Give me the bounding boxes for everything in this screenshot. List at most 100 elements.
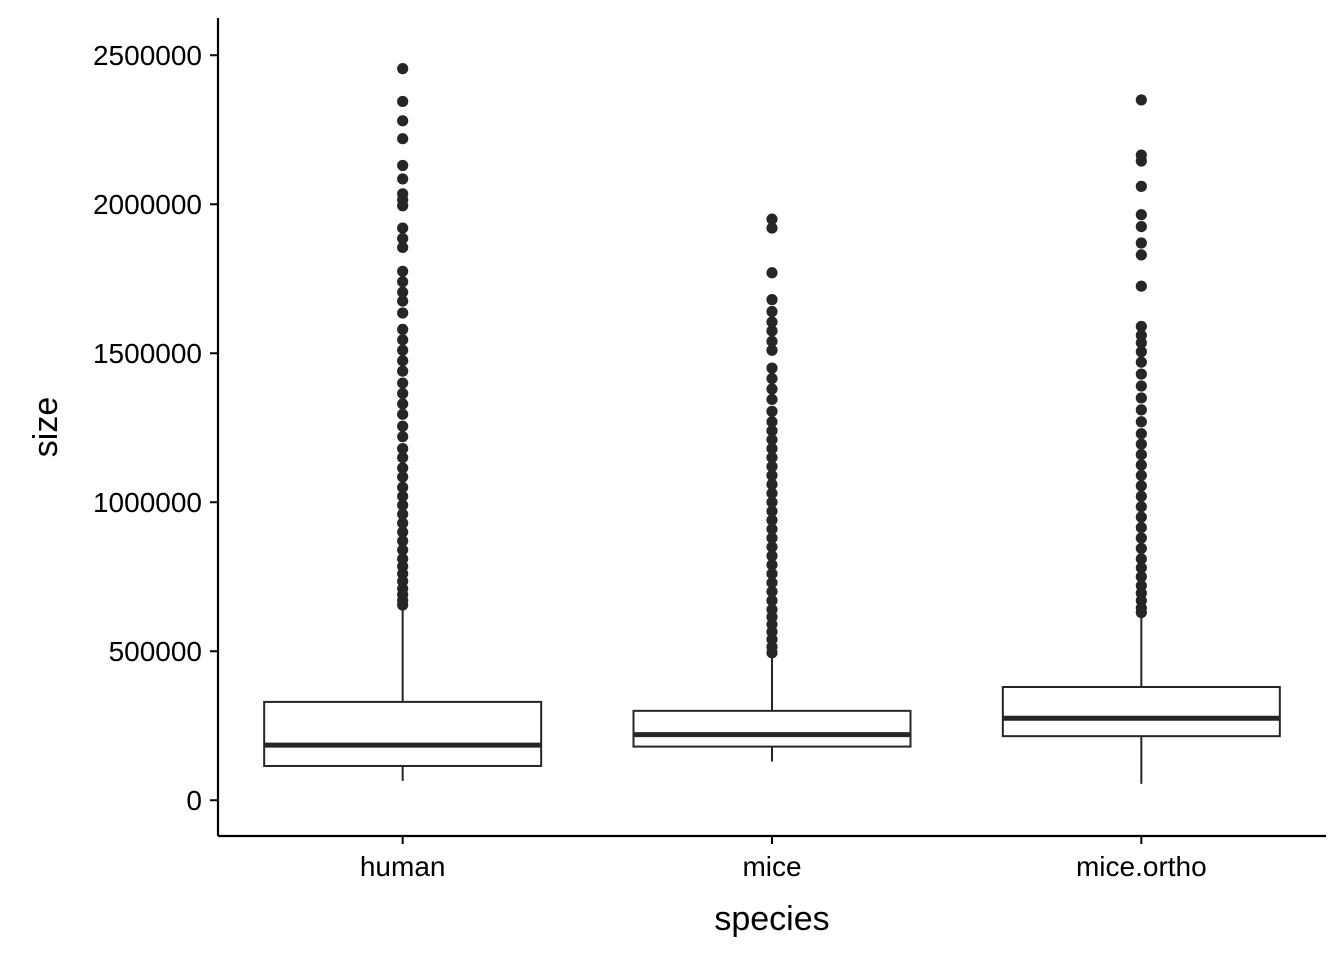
outlier-point xyxy=(766,434,778,446)
outlier-point xyxy=(397,323,409,336)
outlier-point xyxy=(766,222,778,234)
outlier-point xyxy=(766,267,778,279)
y-axis: 0 500000 1000000 1500000 2000000 2500000 xyxy=(93,18,220,836)
outlier-point xyxy=(766,325,778,337)
outlier-point xyxy=(1135,553,1147,565)
outlier-point xyxy=(397,133,409,145)
x-axis: human mice mice.ortho xyxy=(218,834,1326,882)
outlier-point xyxy=(397,443,409,455)
outlier-point xyxy=(397,344,409,356)
outlier-point xyxy=(1135,416,1147,428)
outlier-point xyxy=(766,478,778,490)
outlier-point xyxy=(1135,220,1147,233)
outlier-point xyxy=(397,431,409,443)
outlier-point xyxy=(1135,209,1147,221)
outlier-point xyxy=(1135,501,1147,513)
outlier-point xyxy=(397,355,409,367)
outlier-point xyxy=(397,200,409,212)
outlier-point xyxy=(1135,606,1147,619)
y-tick-label: 500000 xyxy=(109,636,202,667)
y-tick-label: 1000000 xyxy=(93,487,202,518)
outlier-point xyxy=(766,425,778,437)
outlier-point xyxy=(766,460,778,473)
outlier-point xyxy=(1135,490,1147,502)
outlier-point xyxy=(1135,155,1147,167)
outlier-point xyxy=(766,532,778,544)
outlier-point xyxy=(1135,392,1147,404)
box-group-human xyxy=(263,63,543,781)
outlier-point xyxy=(1135,368,1147,380)
outlier-point xyxy=(397,398,409,410)
outlier-point xyxy=(766,294,778,306)
outlier-point xyxy=(1135,346,1147,358)
box-group-mice xyxy=(632,213,912,762)
outlier-point xyxy=(397,232,409,245)
outlier-point xyxy=(1135,356,1147,368)
outlier-point xyxy=(766,416,778,428)
outlier-point xyxy=(397,365,409,377)
outlier-point xyxy=(766,594,778,607)
outlier-point xyxy=(766,393,778,406)
outlier-point xyxy=(766,647,778,659)
outlier-point xyxy=(397,481,409,493)
box-group-mice-ortho xyxy=(1001,94,1281,784)
outlier-point xyxy=(397,526,409,538)
outlier-point xyxy=(1135,571,1147,583)
outlier-point xyxy=(397,115,409,127)
outlier-point xyxy=(397,462,409,474)
y-tick-label: 1500000 xyxy=(93,338,202,369)
outlier-point xyxy=(397,241,409,254)
outlier-point xyxy=(766,577,778,589)
outlier-point xyxy=(766,362,778,374)
outlier-point xyxy=(766,505,778,517)
outlier-point xyxy=(1135,249,1147,261)
outlier-point xyxy=(766,568,778,580)
outlier-point xyxy=(1135,438,1147,450)
outlier-point xyxy=(1135,428,1147,440)
outlier-point xyxy=(1135,337,1147,349)
y-tick-label: 0 xyxy=(186,785,202,816)
outlier-point xyxy=(397,295,409,307)
outlier-point xyxy=(397,408,409,420)
outlier-point xyxy=(397,535,409,547)
outlier-point xyxy=(1135,521,1147,534)
outlier-point xyxy=(397,420,409,432)
outlier-point xyxy=(1135,448,1147,461)
outlier-point xyxy=(766,316,778,328)
outlier-point xyxy=(397,599,409,611)
outlier-point xyxy=(1135,94,1147,106)
outlier-point xyxy=(766,344,778,356)
outlier-point xyxy=(397,451,409,464)
outlier-point xyxy=(766,405,778,417)
outlier-point xyxy=(766,443,778,455)
outlier-point xyxy=(397,471,409,483)
outlier-point xyxy=(766,559,778,571)
outlier-point xyxy=(1135,280,1147,292)
y-tick-label: 2000000 xyxy=(93,189,202,220)
outlier-point xyxy=(1135,542,1147,555)
x-tick-label: mice.ortho xyxy=(1076,851,1207,882)
outlier-point xyxy=(397,387,409,400)
outlier-point xyxy=(397,159,409,172)
box xyxy=(1001,686,1281,738)
outlier-point xyxy=(397,95,409,108)
outlier-point xyxy=(766,305,778,318)
outlier-point xyxy=(1135,480,1147,492)
plot-area xyxy=(263,63,1281,784)
outlier-point xyxy=(1135,459,1147,471)
x-tick-label: human xyxy=(360,851,446,882)
outlier-point xyxy=(766,335,778,347)
box xyxy=(263,700,543,767)
outlier-point xyxy=(766,550,778,562)
outlier-point xyxy=(397,265,409,277)
outlier-point xyxy=(766,213,778,225)
outlier-point xyxy=(397,286,409,298)
outlier-point xyxy=(397,499,409,511)
x-axis-title: species xyxy=(714,900,829,938)
outlier-point xyxy=(766,586,778,598)
outlier-point xyxy=(766,469,778,482)
outlier-point xyxy=(1135,532,1147,544)
outlier-point xyxy=(766,523,778,535)
outlier-point xyxy=(1135,404,1147,416)
